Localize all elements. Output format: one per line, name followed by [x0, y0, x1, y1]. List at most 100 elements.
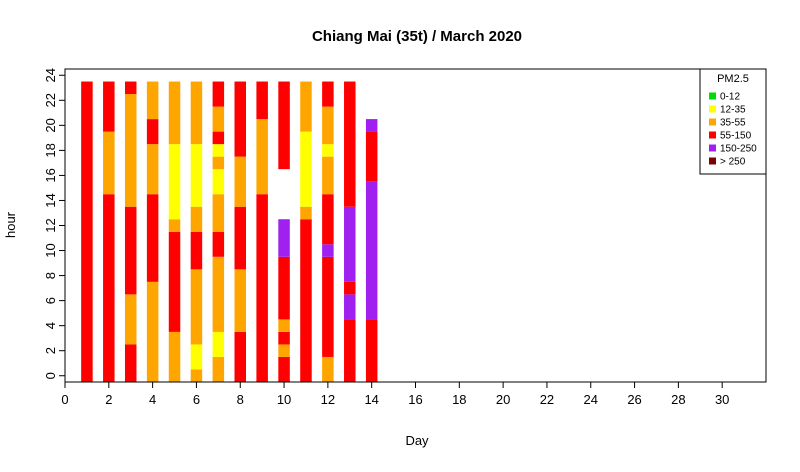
bar-day4-seg1: [146, 194, 159, 282]
bar-day7-seg8: [212, 131, 225, 145]
x-tick-label: 12: [321, 392, 335, 407]
bar-day8-seg2: [234, 206, 246, 270]
plot-layer: 0 2 4 6 8 10 12 14 16 18 20 22 24 26 28 300246810121416…: [43, 68, 767, 407]
bar-day11-seg1: [300, 206, 312, 220]
bar-day12-seg5: [322, 144, 334, 157]
bar-day3-seg0: [124, 344, 137, 382]
x-tick-label: 30: [715, 392, 729, 407]
bar-day14-seg3: [365, 119, 378, 132]
chart-title: Chiang Mai (35t) / March 2020: [312, 28, 522, 45]
bar-day10-seg3: [278, 319, 290, 332]
legend-swatch: [709, 92, 716, 100]
legend-title: PM2.5: [717, 73, 749, 85]
legend-entry-label: > 250: [720, 157, 746, 168]
bar-day2-seg1: [103, 131, 115, 195]
bar-day10-seg6: [278, 81, 290, 170]
legend-swatch: [709, 157, 716, 165]
y-tick-label: 2: [43, 347, 58, 354]
bar-day11-seg0: [300, 219, 312, 382]
legend-swatch: [709, 105, 716, 113]
bar-day9-seg1: [256, 119, 268, 195]
x-tick-label: 4: [149, 392, 156, 407]
bar-day11-seg3: [300, 81, 312, 132]
x-tick-label: 10: [277, 392, 291, 407]
x-tick-label: 0: [61, 392, 68, 407]
bar-day9-seg0: [256, 194, 268, 382]
bar-day10-seg5: [278, 219, 290, 257]
bar-day12-seg6: [322, 106, 334, 145]
y-tick-label: 10: [43, 243, 58, 257]
y-tick-label: 8: [43, 272, 58, 279]
bar-day12-seg4: [322, 156, 334, 195]
legend-entry-label: 0-12: [720, 92, 740, 103]
bar-day3-seg2: [124, 206, 137, 295]
y-axis-label: hour: [3, 211, 18, 238]
bar-day13-seg2: [344, 281, 356, 295]
bar-day5-seg4: [168, 81, 181, 145]
x-tick-label: 18: [452, 392, 466, 407]
legend-swatch: [709, 118, 716, 126]
x-tick-label: 8: [237, 392, 244, 407]
bar-day4-seg4: [146, 81, 159, 120]
y-tick-label: 20: [43, 118, 58, 132]
bar-day12-seg3: [322, 194, 334, 245]
bar-day9-seg2: [256, 81, 268, 120]
y-tick-label: 24: [43, 68, 58, 82]
bar-day6-seg3: [190, 231, 203, 270]
bar-day6-seg0: [190, 369, 203, 382]
y-tick-label: 14: [43, 193, 58, 207]
bar-day7-seg3: [212, 231, 225, 257]
bar-day5-seg0: [168, 331, 181, 382]
y-tick-label: 12: [43, 218, 58, 232]
bar-day1-seg0: [81, 81, 93, 383]
x-tick-label: 24: [584, 392, 598, 407]
bar-day13-seg1: [344, 294, 356, 320]
bar-day6-seg2: [190, 269, 203, 345]
bar-day8-seg1: [234, 269, 246, 332]
x-tick-label: 20: [496, 392, 510, 407]
legend-entry-label: 35-55: [720, 118, 746, 129]
bar-day7-seg0: [212, 356, 225, 382]
bar-day4-seg3: [146, 119, 159, 145]
y-tick-label: 6: [43, 297, 58, 304]
bar-day3-seg1: [124, 294, 137, 345]
bar-day7-seg4: [212, 194, 225, 232]
bar-day7-seg9: [212, 106, 225, 132]
bar-day13-seg0: [344, 319, 356, 382]
x-tick-label: 6: [193, 392, 200, 407]
x-tick-label: 16: [408, 392, 422, 407]
bar-day7-seg6: [212, 156, 225, 170]
legend-swatch: [709, 144, 716, 152]
y-tick-label: 22: [43, 93, 58, 107]
x-tick-label: 22: [540, 392, 554, 407]
bar-day8-seg0: [234, 331, 246, 382]
legend-entry-label: 150-250: [720, 144, 757, 155]
x-axis-label: Day: [405, 433, 429, 448]
bar-day3-seg4: [124, 81, 137, 95]
bar-day4-seg0: [146, 281, 159, 382]
bar-day10-seg0: [278, 356, 290, 382]
bar-day12-seg2: [322, 244, 334, 257]
bar-day10-seg1: [278, 344, 290, 357]
bar-day2-seg0: [103, 194, 115, 382]
bar-day6-seg5: [190, 144, 203, 207]
legend: PM2.5 0-12 12-35 35-55 55-150 150-250 > 250: [699, 68, 767, 175]
bar-day14-seg0: [365, 319, 378, 382]
x-tick-label: 28: [671, 392, 685, 407]
legend-entry-label: 12-35: [720, 105, 746, 116]
bar-day6-seg6: [190, 81, 203, 145]
bar-day13-seg4: [344, 81, 356, 207]
bar-day12-seg7: [322, 81, 334, 107]
legend-entry-label: 55-150: [720, 131, 752, 142]
bar-day14-seg2: [365, 131, 378, 182]
bar-day2-seg2: [103, 81, 115, 132]
y-tick-label: 18: [43, 143, 58, 157]
x-tick-label: 26: [627, 392, 641, 407]
bar-day5-seg2: [168, 219, 181, 232]
bar-day6-seg4: [190, 206, 203, 232]
bar-day12-seg0: [322, 356, 334, 382]
legend-swatch: [709, 131, 716, 139]
bar-day10-seg4: [278, 256, 290, 320]
bar-day8-seg4: [234, 81, 246, 157]
